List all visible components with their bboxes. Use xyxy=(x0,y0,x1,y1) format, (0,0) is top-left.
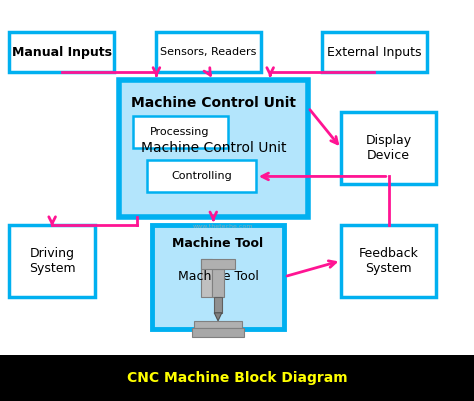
Text: External Inputs: External Inputs xyxy=(327,46,422,59)
Text: Machine Control Unit: Machine Control Unit xyxy=(131,96,296,110)
FancyBboxPatch shape xyxy=(147,160,256,192)
FancyBboxPatch shape xyxy=(118,80,308,217)
Text: www.theteche.com: www.theteche.com xyxy=(192,224,253,229)
Text: Processing: Processing xyxy=(150,128,210,137)
Bar xyxy=(201,259,235,269)
Bar xyxy=(192,328,244,337)
FancyBboxPatch shape xyxy=(156,32,261,72)
FancyBboxPatch shape xyxy=(152,225,284,329)
Text: Sensors, Readers: Sensors, Readers xyxy=(160,47,257,57)
FancyBboxPatch shape xyxy=(322,32,427,72)
Bar xyxy=(0,355,474,401)
Polygon shape xyxy=(214,313,222,321)
Text: Machine Tool: Machine Tool xyxy=(178,270,258,283)
Bar xyxy=(194,321,242,328)
Text: Feedback
System: Feedback System xyxy=(359,247,419,275)
Text: Machine Tool: Machine Tool xyxy=(173,237,264,249)
FancyBboxPatch shape xyxy=(9,225,95,297)
Bar xyxy=(201,259,212,297)
FancyBboxPatch shape xyxy=(341,225,436,297)
Bar xyxy=(212,269,224,297)
Text: Controlling: Controlling xyxy=(171,172,232,181)
Text: Machine Control Unit: Machine Control Unit xyxy=(141,142,286,155)
Text: CNC Machine Block Diagram: CNC Machine Block Diagram xyxy=(127,371,347,385)
FancyBboxPatch shape xyxy=(341,112,436,184)
Text: Manual Inputs: Manual Inputs xyxy=(12,46,111,59)
FancyBboxPatch shape xyxy=(133,116,228,148)
Bar xyxy=(214,297,222,313)
Text: Driving
System: Driving System xyxy=(29,247,75,275)
Text: Display
Device: Display Device xyxy=(365,134,412,162)
FancyBboxPatch shape xyxy=(9,32,114,72)
